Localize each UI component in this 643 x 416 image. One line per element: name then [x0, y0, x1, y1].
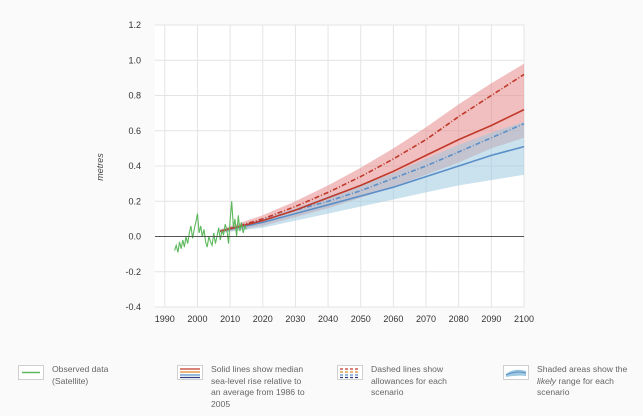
legend-solid-line4: 2005: [211, 398, 231, 409]
y-tick-label: 1.2: [128, 20, 141, 30]
observed-swatch-icon: [18, 365, 44, 380]
x-tick-label: 2000: [187, 314, 207, 324]
legend-item-observed: Observed data (Satellite): [18, 364, 108, 387]
legend-dashed-line3: scenario: [371, 387, 404, 397]
legend-shaded-likely: likely: [537, 375, 557, 386]
y-tick-label: -0.4: [125, 302, 141, 312]
legend-observed-line2: (Satellite): [52, 375, 89, 386]
x-tick-label: 2050: [351, 314, 371, 324]
legend-item-dashed: Dashed lines show allowances for each sc…: [337, 364, 447, 399]
allowance-dashed-line: [220, 73, 525, 232]
x-tick-label: 2040: [318, 314, 338, 324]
legend-solid-line1: Solid lines show median: [211, 364, 304, 374]
y-tick-label: -0.2: [125, 267, 141, 277]
y-tick-label: 0.0: [128, 232, 141, 242]
observed-data-series: [174, 201, 247, 253]
y-tick-label: 1.0: [128, 55, 141, 65]
likely-range-band: [220, 121, 525, 233]
legend-shaded-line1: Shaded areas show the: [537, 364, 628, 374]
x-tick-label: 2060: [383, 314, 403, 324]
projection-lines: [220, 73, 525, 232]
median-solid-line: [220, 145, 525, 232]
solid-lines-swatch-icon: [177, 365, 203, 380]
x-tick-label: 1990: [155, 314, 175, 324]
median-solid-line: [220, 108, 525, 232]
legend-observed-line1: Observed data: [52, 364, 109, 374]
shaded-area-swatch-icon: [503, 365, 529, 380]
legend-solid-line3: an average from 1986 to: [211, 387, 305, 397]
observed-data-line: [174, 201, 247, 253]
x-tick-label: 2100: [514, 314, 534, 324]
legend-solid-line2: sea-level rise relative to: [211, 375, 302, 386]
legend: Observed data (Satellite) Solid lines sh…: [0, 356, 643, 416]
x-tick-label: 2010: [220, 314, 240, 324]
x-tick-label: 2020: [253, 314, 273, 324]
x-tick-label: 2030: [285, 314, 305, 324]
y-tick-labels: -0.4 -0.2 0.0 0.2 0.4 0.6 0.8 1.0 1.2: [125, 20, 141, 312]
legend-dashed-line1: Dashed lines show: [371, 364, 444, 374]
x-tick-labels: 1990 2000 2010 2020 2030 2040 2050 2060 2070 2080…: [155, 314, 534, 324]
legend-dashed-line2: allowances for each: [371, 375, 447, 386]
x-tick-label: 2090: [481, 314, 501, 324]
y-axis-title: metres: [95, 153, 105, 181]
x-tick-label: 2070: [416, 314, 436, 324]
y-tick-label: 0.6: [128, 126, 141, 136]
legend-item-shaded: Shaded areas show the likely range for e…: [503, 364, 627, 399]
y-tick-label: 0.4: [128, 161, 141, 171]
x-tick-label: 2080: [449, 314, 469, 324]
dashed-lines-swatch-icon: [337, 365, 363, 380]
legend-shaded-line2-rest: range for each: [556, 375, 614, 386]
legend-shaded-line2: likely range for each: [537, 376, 627, 388]
legend-shaded-line3: scenario: [537, 387, 570, 397]
y-tick-label: 0.2: [128, 196, 141, 206]
sea-level-chart: -0.4 -0.2 0.0 0.2 0.4 0.6 0.8 1.0 1.2 1990 2000 20…: [95, 20, 535, 324]
legend-item-solid: Solid lines show median sea-level rise r…: [177, 364, 305, 410]
y-tick-label: 0.8: [128, 91, 141, 101]
likely-range-bands: [220, 63, 525, 233]
